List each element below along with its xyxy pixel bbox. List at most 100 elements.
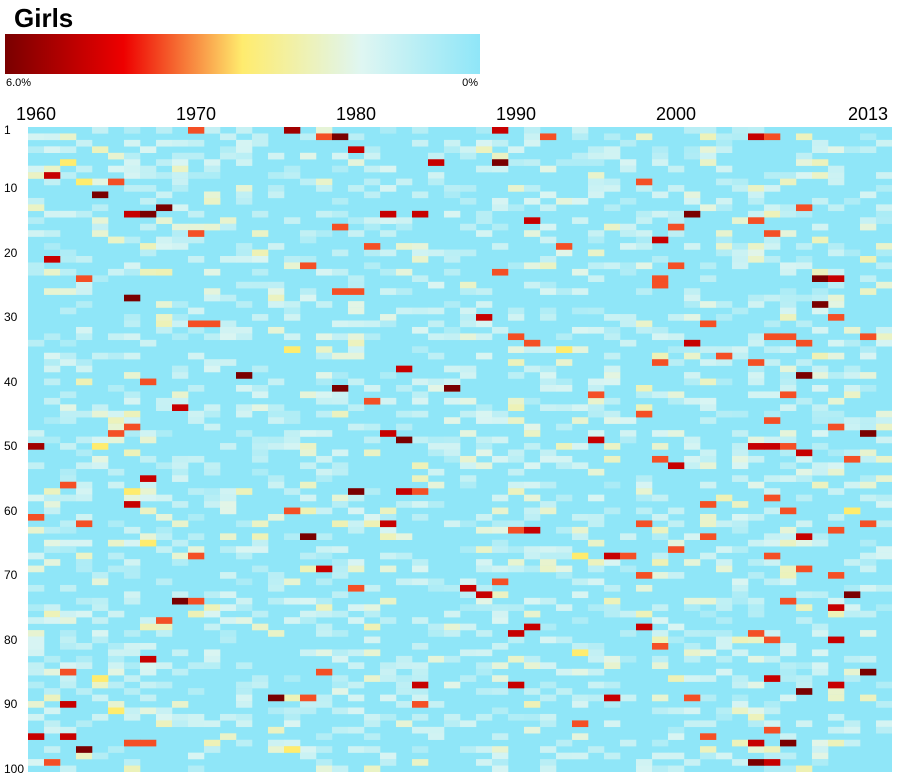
x-tick-label: 1970 xyxy=(175,104,217,124)
heatmap-texture-cell xyxy=(828,268,845,276)
heatmap-texture-cell xyxy=(44,210,61,218)
heatmap-texture-cell xyxy=(860,655,877,663)
heatmap-texture-cell xyxy=(812,372,829,379)
heatmap-texture-cell xyxy=(172,230,189,237)
heatmap-texture-cell xyxy=(588,385,605,392)
heatmap-texture-cell xyxy=(284,578,301,586)
heatmap-texture-cell xyxy=(636,236,653,244)
heatmap-texture-cell xyxy=(460,365,477,373)
heatmap-texture-cell xyxy=(300,236,317,244)
heatmap-texture-cell xyxy=(364,262,381,270)
heatmap-texture-cell xyxy=(268,630,285,637)
heatmap-texture-cell xyxy=(412,391,429,399)
heatmap-cell xyxy=(44,256,61,263)
heatmap-texture-cell xyxy=(188,765,205,772)
heatmap-texture-cell xyxy=(812,539,829,547)
heatmap-texture-cell xyxy=(860,475,877,482)
heatmap-texture-cell xyxy=(796,243,813,250)
heatmap-texture-cell xyxy=(428,352,445,360)
heatmap-texture-cell xyxy=(588,430,605,437)
heatmap-texture-cell xyxy=(268,746,285,753)
heatmap-cell xyxy=(508,630,525,637)
heatmap-texture-cell xyxy=(204,462,221,470)
heatmap-cell xyxy=(108,178,125,186)
heatmap-texture-cell xyxy=(604,417,621,424)
heatmap-texture-cell xyxy=(92,455,109,463)
heatmap-texture-cell xyxy=(348,707,365,715)
heatmap-texture-cell xyxy=(716,346,733,353)
heatmap-texture-cell xyxy=(796,172,813,179)
heatmap-texture-cell xyxy=(44,378,61,386)
heatmap-texture-cell xyxy=(220,507,237,515)
heatmap-texture-cell xyxy=(604,604,621,611)
heatmap-texture-cell xyxy=(508,159,525,166)
heatmap-texture-cell xyxy=(828,739,845,747)
heatmap-texture-cell xyxy=(844,326,861,334)
heatmap-texture-cell xyxy=(428,281,445,289)
heatmap-texture-cell xyxy=(700,597,717,605)
x-tick-label: 1980 xyxy=(335,104,377,124)
heatmap-texture-cell xyxy=(252,565,269,573)
heatmap-texture-cell xyxy=(812,623,829,631)
heatmap-texture-cell xyxy=(332,152,349,160)
heatmap-cell xyxy=(300,533,317,540)
heatmap-cell xyxy=(540,133,557,141)
heatmap-texture-cell xyxy=(572,326,589,334)
heatmap-cell xyxy=(652,643,669,650)
heatmap-texture-cell xyxy=(476,288,493,295)
heatmap-texture-cell xyxy=(588,514,605,521)
heatmap-texture-cell xyxy=(316,533,333,540)
heatmap-texture-cell xyxy=(236,701,253,708)
heatmap-texture-cell xyxy=(780,210,797,218)
heatmap-texture-cell xyxy=(284,713,301,721)
heatmap-texture-cell xyxy=(668,636,685,644)
heatmap-texture-cell xyxy=(652,494,669,502)
heatmap-cell xyxy=(796,533,813,540)
heatmap-texture-cell xyxy=(28,617,45,624)
heatmap-cell xyxy=(556,243,573,250)
heatmap-texture-cell xyxy=(476,565,493,573)
heatmap-cell xyxy=(108,236,125,244)
heatmap-texture-cell xyxy=(460,410,477,418)
heatmap-texture-cell xyxy=(556,668,573,676)
heatmap-texture-cell xyxy=(444,436,461,444)
heatmap-texture-cell xyxy=(604,481,621,489)
heatmap-texture-cell xyxy=(636,765,653,772)
heatmap-texture-cell xyxy=(700,481,717,489)
heatmap-texture-cell xyxy=(412,346,429,353)
heatmap-texture-cell xyxy=(876,494,892,502)
heatmap-texture-cell xyxy=(332,610,349,618)
heatmap-texture-cell xyxy=(364,449,381,457)
heatmap-texture-cell xyxy=(124,539,141,547)
heatmap-cell xyxy=(828,636,845,644)
heatmap-texture-cell xyxy=(220,320,237,328)
heatmap-texture-cell xyxy=(252,623,269,631)
heatmap-texture-cell xyxy=(684,759,701,766)
heatmap-texture-cell xyxy=(156,127,173,134)
heatmap-plot xyxy=(28,127,892,772)
heatmap-texture-cell xyxy=(732,597,749,605)
heatmap-texture-cell xyxy=(300,230,317,237)
heatmap-texture-cell xyxy=(796,294,813,302)
heatmap-texture-cell xyxy=(764,630,781,637)
heatmap-texture-cell xyxy=(828,172,845,179)
heatmap-texture-cell xyxy=(412,746,429,753)
heatmap-texture-cell xyxy=(828,449,845,457)
heatmap-texture-cell xyxy=(764,391,781,399)
heatmap-texture-cell xyxy=(716,178,733,186)
heatmap-texture-cell xyxy=(124,236,141,244)
heatmap-texture-cell xyxy=(460,372,477,379)
heatmap-cell xyxy=(140,210,157,218)
heatmap-texture-cell xyxy=(156,546,173,553)
heatmap-texture-cell xyxy=(76,436,93,444)
heatmap-texture-cell xyxy=(76,449,93,457)
heatmap-texture-cell xyxy=(460,333,477,341)
heatmap-texture-cell xyxy=(700,462,717,470)
heatmap-texture-cell xyxy=(348,159,365,166)
heatmap-cell xyxy=(124,488,141,495)
heatmap-cell xyxy=(124,210,141,218)
heatmap-texture-cell xyxy=(380,185,397,192)
heatmap-texture-cell xyxy=(492,610,509,618)
heatmap-texture-cell xyxy=(700,378,717,386)
heatmap-texture-cell xyxy=(572,307,589,315)
